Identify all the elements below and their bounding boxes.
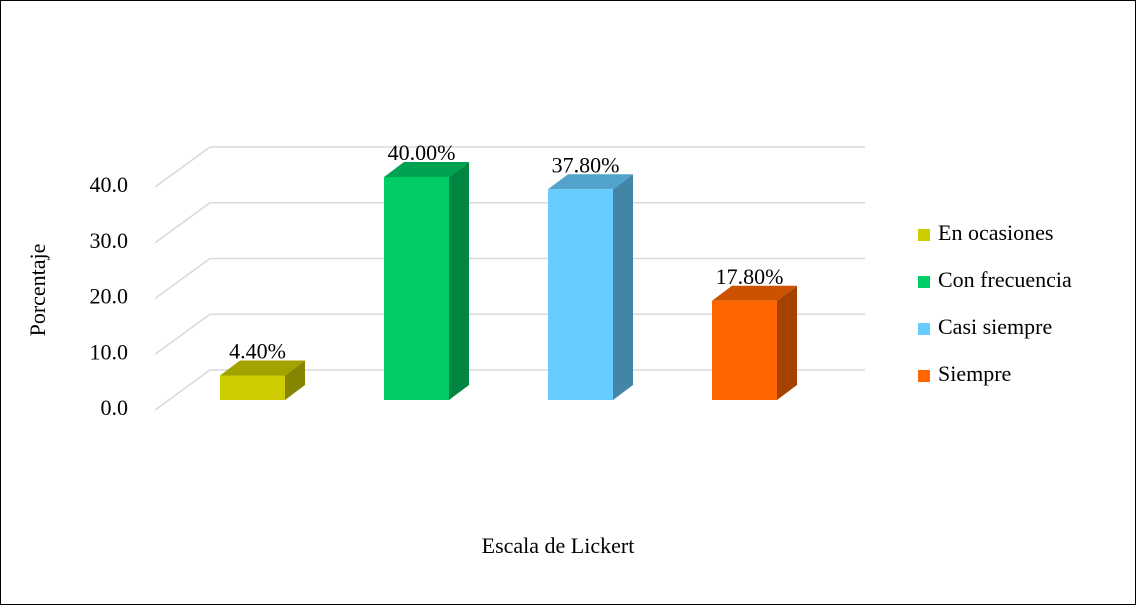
bar-side: [449, 162, 469, 400]
bar: [548, 189, 613, 400]
bar-top: [220, 360, 305, 376]
legend-swatch: [918, 229, 930, 241]
x-axis-label: Escala de Lickert: [482, 533, 635, 558]
legend-swatch: [918, 370, 930, 382]
data-label: 37.80%: [552, 152, 620, 177]
grid-line: [154, 257, 865, 300]
data-label: 4.40%: [229, 339, 286, 364]
grid-line: [154, 146, 865, 188]
bar-side: [285, 360, 305, 400]
legend-label: En ocasiones: [938, 220, 1053, 245]
bar-side: [777, 285, 797, 400]
data-label: 17.80%: [716, 264, 784, 289]
bar: [384, 177, 449, 400]
bar-side: [613, 174, 633, 400]
legend-swatch: [918, 323, 930, 335]
y-tick-label: 40.0: [90, 172, 129, 197]
legend-swatch: [918, 276, 930, 288]
legend-label: Con frecuencia: [938, 267, 1072, 292]
bar: [712, 300, 777, 400]
bar: [220, 375, 285, 400]
legend-label: Siempre: [938, 361, 1011, 386]
legend-label: Casi siempre: [938, 314, 1052, 339]
y-axis-label: Porcentaje: [25, 244, 50, 337]
grid-line: [154, 369, 865, 411]
bar-top: [384, 162, 469, 177]
y-tick-label: 10.0: [90, 339, 129, 364]
grid-line: [154, 202, 865, 244]
bar-top: [548, 174, 633, 190]
y-tick-label: 30.0: [90, 228, 129, 253]
bar-top: [712, 285, 797, 301]
y-tick-label: 20.0: [90, 284, 129, 309]
grid-line: [154, 313, 865, 355]
y-tick-label: 0.0: [101, 395, 129, 420]
data-label: 40.00%: [388, 140, 456, 165]
